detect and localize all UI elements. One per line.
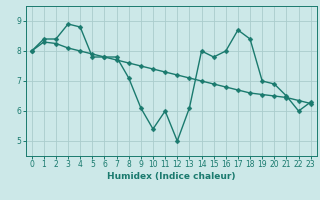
- X-axis label: Humidex (Indice chaleur): Humidex (Indice chaleur): [107, 172, 236, 181]
